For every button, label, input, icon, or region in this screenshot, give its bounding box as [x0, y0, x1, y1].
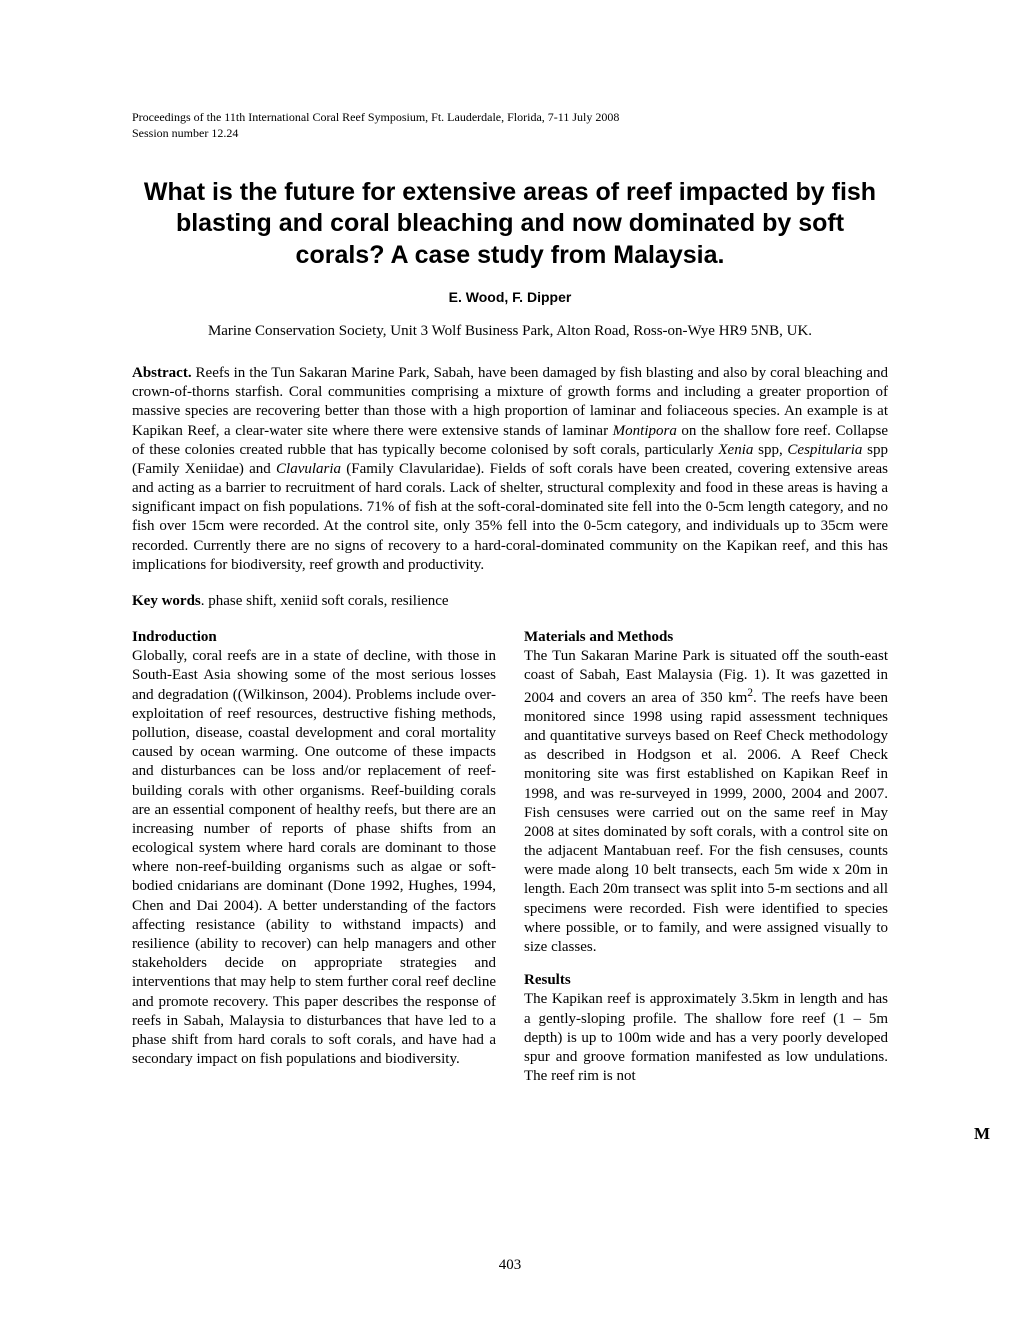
abstract-italic-cespitularia: Cespitularia — [787, 442, 862, 458]
proceedings-line-1: Proceedings of the 11th International Co… — [132, 110, 888, 126]
abstract-italic-montipora: Montipora — [613, 423, 677, 439]
paper-title: What is the future for extensive areas o… — [132, 177, 888, 271]
affiliation: Marine Conservation Society, Unit 3 Wolf… — [132, 323, 888, 340]
abstract-part3: spp, — [753, 442, 787, 458]
section-spacer — [524, 957, 888, 971]
methods-heading: Materials and Methods — [524, 628, 888, 647]
page-container: Proceedings of the 11th International Co… — [0, 0, 1020, 1166]
page-number: 403 — [0, 1257, 1020, 1274]
proceedings-header: Proceedings of the 11th International Co… — [132, 110, 888, 141]
proceedings-line-2: Session number 12.24 — [132, 126, 888, 142]
abstract-italic-clavularia: Clavularia — [276, 461, 341, 477]
results-block: Results The Kapikan reef is approximatel… — [524, 971, 888, 1086]
body-columns: Indroduction Globally, coral reefs are i… — [132, 628, 888, 1086]
keywords: Key words. phase shift, xeniid soft cora… — [132, 593, 888, 610]
abstract-italic-xenia: Xenia — [718, 442, 753, 458]
methods-text: The Tun Sakaran Marine Park is situated … — [524, 647, 888, 957]
abstract: Abstract. Reefs in the Tun Sakaran Marin… — [132, 364, 888, 575]
margin-mark: M — [974, 1124, 990, 1144]
abstract-label: Abstract. — [132, 365, 192, 381]
authors: E. Wood, F. Dipper — [132, 289, 888, 305]
keywords-text: . phase shift, xeniid soft corals, resil… — [201, 593, 449, 609]
introduction-heading: Indroduction — [132, 628, 496, 647]
keywords-label: Key words — [132, 593, 201, 609]
methods-text-b: . The reefs have been monitored since 19… — [524, 690, 888, 955]
results-text: The Kapikan reef is approximately 3.5km … — [524, 990, 888, 1086]
introduction-text: Globally, coral reefs are in a state of … — [132, 647, 496, 1069]
abstract-part5: (Family Clavularidae). Fields of soft co… — [132, 461, 888, 573]
results-heading: Results — [524, 971, 888, 990]
